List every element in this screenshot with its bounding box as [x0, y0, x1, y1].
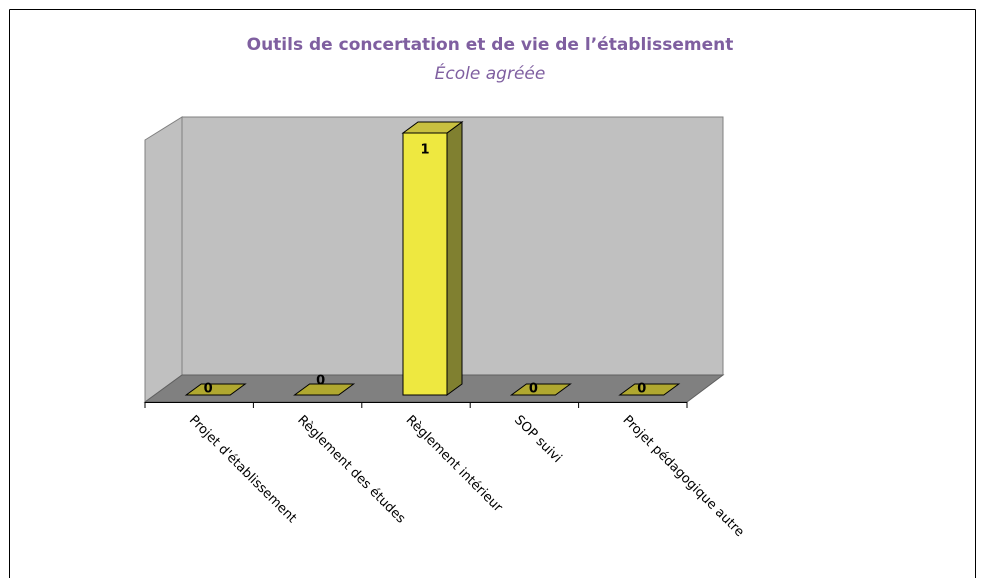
- side-wall: [144, 116, 183, 403]
- bar-top: [618, 383, 681, 396]
- value-label: 1: [420, 143, 429, 158]
- bar-top: [401, 121, 464, 134]
- x-tick-label: Projet pédagogique autre: [619, 413, 746, 540]
- chart-title: Outils de concertation et de vie de l’ét…: [247, 35, 734, 55]
- value-label: 0: [316, 374, 325, 389]
- value-label: 0: [529, 382, 538, 397]
- x-tick-label: SOP suivi: [511, 413, 564, 466]
- x-tick-label: Règlement intérieur: [403, 413, 506, 516]
- value-label: 0: [204, 382, 213, 397]
- value-label: 0: [637, 382, 646, 397]
- bar: [402, 132, 448, 396]
- x-tick-label: Règlement des études: [294, 413, 408, 527]
- bar-top: [184, 383, 247, 396]
- x-tick-label: Projet d'établissement: [186, 413, 299, 526]
- bar-top: [509, 383, 572, 396]
- chart-subtitle: École agréée: [435, 62, 546, 84]
- bar-top: [293, 383, 356, 396]
- bar-side: [446, 121, 463, 396]
